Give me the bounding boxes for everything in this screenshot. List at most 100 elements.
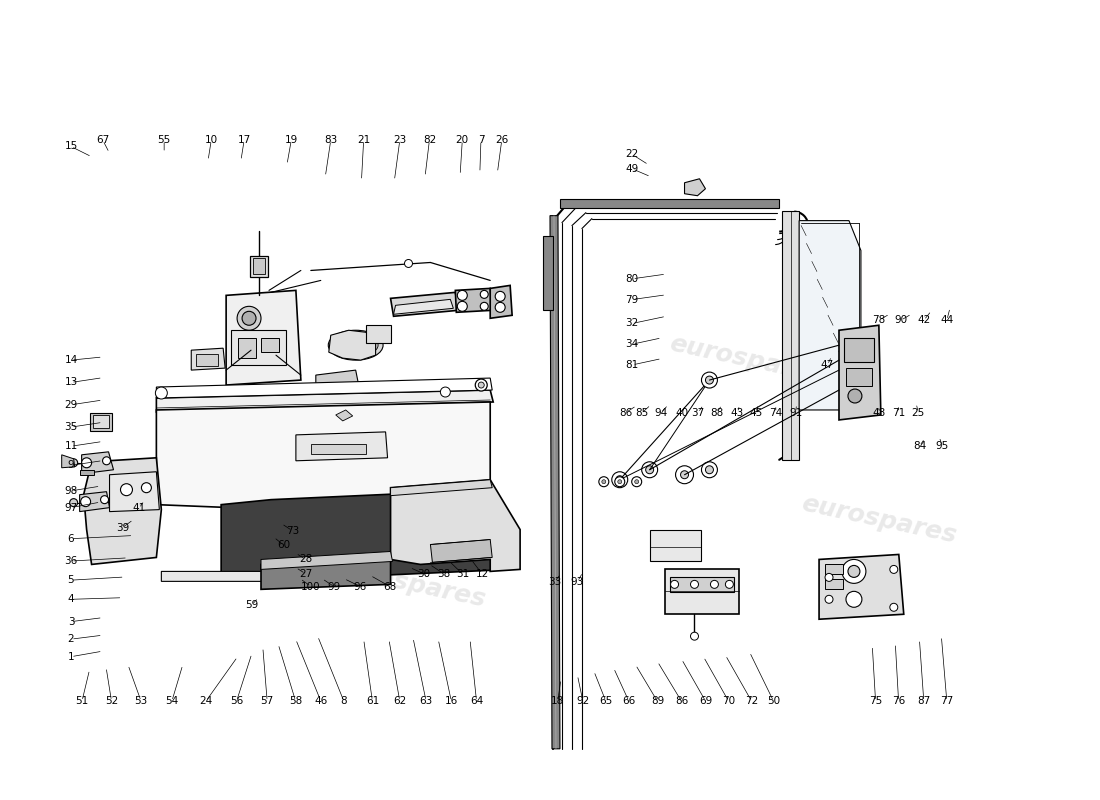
Bar	[670, 578, 735, 592]
Text: 71: 71	[892, 408, 905, 418]
Text: 98: 98	[64, 486, 78, 496]
Text: 50: 50	[767, 696, 780, 706]
Polygon shape	[560, 198, 779, 208]
Bar	[825, 565, 843, 574]
Text: 67: 67	[96, 135, 109, 145]
Text: 44: 44	[940, 315, 954, 326]
Circle shape	[681, 470, 689, 478]
Circle shape	[440, 387, 450, 397]
Text: 46: 46	[315, 696, 328, 706]
Circle shape	[691, 632, 698, 640]
Polygon shape	[782, 210, 799, 460]
Text: 6: 6	[68, 534, 75, 544]
Text: 40: 40	[675, 408, 689, 418]
Text: 62: 62	[393, 696, 406, 706]
Circle shape	[675, 466, 693, 484]
Polygon shape	[156, 390, 493, 412]
Text: 36: 36	[64, 556, 78, 566]
Circle shape	[705, 466, 714, 474]
Bar	[825, 579, 843, 590]
Polygon shape	[110, 472, 160, 512]
Circle shape	[691, 580, 698, 588]
Circle shape	[481, 302, 488, 310]
Circle shape	[631, 477, 641, 486]
Circle shape	[635, 480, 639, 484]
Text: 58: 58	[289, 696, 302, 706]
Text: 92: 92	[576, 696, 590, 706]
Circle shape	[405, 259, 412, 267]
Text: 17: 17	[238, 135, 251, 145]
Text: 86: 86	[675, 696, 689, 706]
Text: 94: 94	[654, 408, 668, 418]
Text: 5: 5	[68, 575, 75, 585]
Polygon shape	[390, 480, 492, 496]
Text: 78: 78	[872, 315, 886, 326]
Polygon shape	[390, 480, 520, 571]
Circle shape	[598, 477, 608, 486]
Text: 74: 74	[769, 408, 782, 418]
Text: 65: 65	[600, 696, 613, 706]
Circle shape	[102, 457, 110, 465]
Text: 37: 37	[692, 408, 705, 418]
Text: 88: 88	[710, 408, 723, 418]
Text: 31: 31	[455, 569, 469, 578]
Polygon shape	[491, 286, 513, 318]
Circle shape	[705, 376, 714, 384]
Text: 20: 20	[455, 135, 469, 145]
Bar	[650, 530, 702, 562]
Circle shape	[458, 290, 468, 300]
Text: 30: 30	[417, 569, 430, 578]
Circle shape	[848, 389, 862, 403]
Circle shape	[100, 496, 109, 504]
Text: 11: 11	[64, 442, 78, 451]
Text: 89: 89	[651, 696, 664, 706]
Circle shape	[890, 566, 898, 574]
Polygon shape	[430, 539, 492, 562]
Polygon shape	[799, 221, 861, 410]
Bar	[196, 354, 218, 366]
Text: 77: 77	[940, 696, 954, 706]
Text: 63: 63	[419, 696, 432, 706]
Polygon shape	[839, 326, 881, 420]
Text: 23: 23	[393, 135, 406, 145]
Polygon shape	[62, 455, 75, 468]
Text: 38: 38	[437, 569, 450, 578]
Circle shape	[848, 566, 860, 578]
Bar	[311, 444, 365, 454]
Text: 93: 93	[571, 577, 584, 586]
Bar	[253, 258, 265, 274]
Polygon shape	[394, 299, 453, 314]
Circle shape	[495, 291, 505, 302]
Polygon shape	[84, 458, 162, 565]
Text: 9: 9	[68, 460, 75, 470]
Text: 41: 41	[132, 503, 145, 514]
Polygon shape	[156, 402, 491, 510]
Text: 75: 75	[869, 696, 882, 706]
Text: 56: 56	[230, 696, 243, 706]
Polygon shape	[390, 292, 459, 316]
Text: 19: 19	[285, 135, 298, 145]
Circle shape	[602, 480, 606, 484]
Bar	[238, 338, 256, 358]
Text: 53: 53	[134, 696, 147, 706]
Text: 86: 86	[619, 408, 632, 418]
Circle shape	[725, 580, 734, 588]
Text: 39: 39	[116, 522, 129, 533]
Circle shape	[618, 480, 621, 484]
Circle shape	[81, 458, 91, 468]
Circle shape	[458, 302, 468, 311]
Polygon shape	[684, 178, 705, 196]
Bar	[261, 338, 279, 352]
Text: 32: 32	[626, 318, 639, 329]
Text: 51: 51	[75, 696, 89, 706]
Polygon shape	[81, 452, 113, 474]
Text: 2: 2	[68, 634, 75, 644]
Polygon shape	[162, 571, 290, 582]
Text: 99: 99	[328, 582, 341, 591]
Circle shape	[825, 595, 833, 603]
Text: 79: 79	[626, 294, 639, 305]
Circle shape	[69, 458, 78, 466]
Text: eurospares: eurospares	[174, 436, 334, 492]
Text: 21: 21	[358, 135, 371, 145]
Polygon shape	[820, 554, 904, 619]
